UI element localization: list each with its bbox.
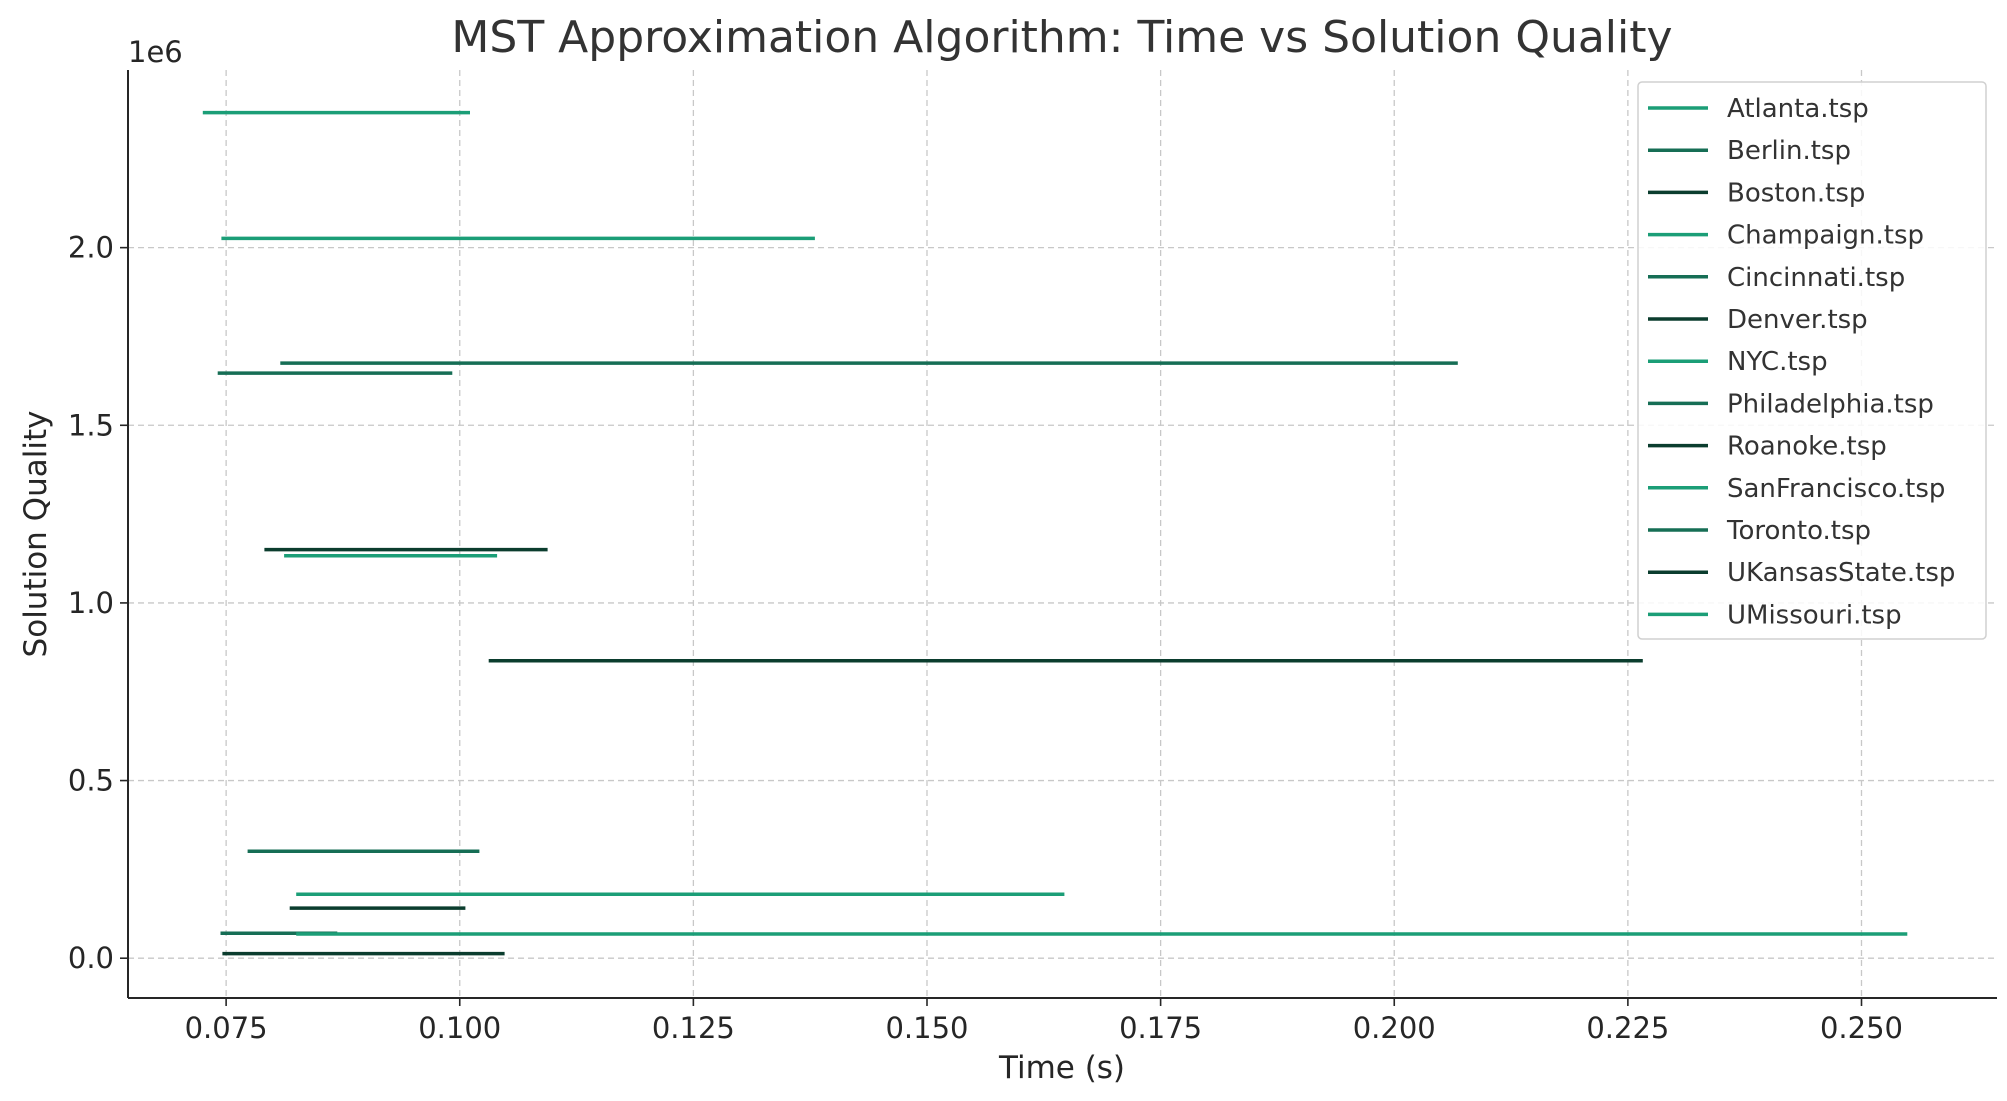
- legend-label: Philadelphia.tsp: [1727, 389, 1934, 419]
- legend-label: UKansasState.tsp: [1727, 558, 1955, 588]
- axes-layer: [127, 70, 1997, 999]
- legend-label: Toronto.tsp: [1726, 516, 1871, 546]
- x-tick-label: 0.250: [1820, 1011, 1903, 1045]
- legend-label: Atlanta.tsp: [1727, 94, 1869, 124]
- y-tick-label: 2.0: [68, 231, 114, 265]
- x-axis-label: Time (s): [998, 1050, 1125, 1086]
- legend-label: Boston.tsp: [1727, 178, 1865, 208]
- grid-layer: [128, 70, 1997, 998]
- y-tick-label: 0.5: [68, 764, 114, 798]
- legend-label: Cincinnati.tsp: [1727, 263, 1905, 293]
- x-tick-label: 0.225: [1586, 1011, 1669, 1045]
- legend-label: Champaign.tsp: [1727, 221, 1924, 251]
- legend-label: SanFrancisco.tsp: [1727, 474, 1945, 504]
- x-tick-label: 0.200: [1353, 1011, 1436, 1045]
- y-offset-label: 1e6: [128, 35, 183, 69]
- chart-title: MST Approximation Algorithm: Time vs Sol…: [451, 12, 1672, 63]
- legend-label: NYC.tsp: [1727, 347, 1828, 377]
- y-tick-label: 1.0: [68, 586, 114, 620]
- x-tick-label: 0.125: [652, 1011, 735, 1045]
- legend-label: Roanoke.tsp: [1727, 432, 1887, 462]
- legend-box: [1637, 81, 1987, 640]
- y-axis-label: Solution Quality: [18, 411, 54, 658]
- legend-label: Berlin.tsp: [1727, 136, 1851, 166]
- legend-label: UMissouri.tsp: [1727, 600, 1902, 630]
- legend-entries: Atlanta.tsp Berlin.tsp Boston.tsp Champaign…: [1648, 94, 1955, 630]
- legend: Atlanta.tsp Berlin.tsp Boston.tsp Champaign…: [1637, 81, 1987, 640]
- x-tick-label: 0.150: [885, 1011, 968, 1045]
- series-layer: [202, 110, 1908, 956]
- ticks-layer: 0.075 0.100 0.125 0.150 0.175 0.200 0.225 0.250…: [68, 231, 1903, 1045]
- x-tick-label: 0.175: [1119, 1011, 1202, 1045]
- y-tick-label: 0.0: [68, 941, 114, 975]
- x-tick-label: 0.100: [418, 1011, 501, 1045]
- legend-label: Denver.tsp: [1727, 305, 1868, 335]
- y-tick-label: 1.5: [68, 408, 114, 442]
- x-tick-label: 0.075: [185, 1011, 268, 1045]
